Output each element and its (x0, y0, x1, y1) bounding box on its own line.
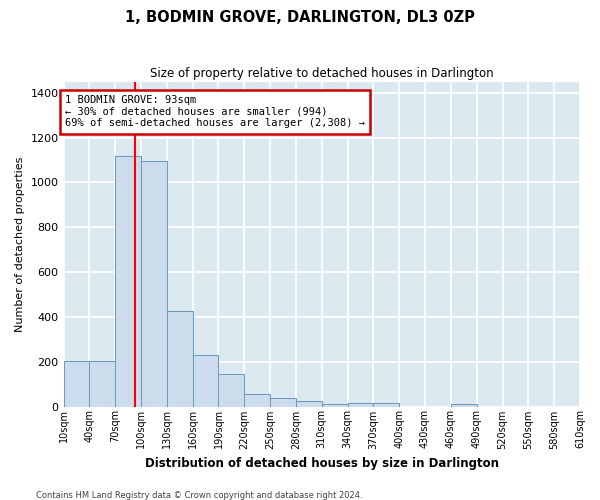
Bar (322, 404, 347, 406)
Bar (141, 161, 167, 406)
Bar (373, 403, 399, 406)
Text: 1, BODMIN GROVE, DARLINGTON, DL3 0ZP: 1, BODMIN GROVE, DARLINGTON, DL3 0ZP (125, 10, 475, 25)
Bar (64, 360, 89, 406)
Bar (244, 394, 270, 406)
Bar (115, 156, 141, 406)
Bar (296, 401, 322, 406)
Bar (193, 355, 218, 406)
Bar (322, 404, 347, 406)
Title: Size of property relative to detached houses in Darlington: Size of property relative to detached ho… (150, 68, 494, 80)
Bar (270, 398, 296, 406)
Bar (167, 312, 193, 406)
Bar (115, 156, 141, 406)
Bar (193, 355, 218, 406)
Bar (64, 360, 89, 406)
Bar (451, 404, 477, 406)
Bar (218, 374, 244, 406)
Bar (218, 374, 244, 406)
Bar (347, 403, 373, 406)
Bar (373, 403, 399, 406)
Bar (270, 398, 296, 406)
Bar (244, 394, 270, 406)
Bar (451, 404, 477, 406)
Y-axis label: Number of detached properties: Number of detached properties (15, 156, 25, 332)
Bar (89, 360, 115, 406)
Bar (141, 161, 167, 406)
Bar (347, 403, 373, 406)
Text: 1 BODMIN GROVE: 93sqm
← 30% of detached houses are smaller (994)
69% of semi-det: 1 BODMIN GROVE: 93sqm ← 30% of detached … (65, 95, 365, 128)
X-axis label: Distribution of detached houses by size in Darlington: Distribution of detached houses by size … (145, 457, 499, 470)
Bar (296, 401, 322, 406)
Bar (167, 312, 193, 406)
Bar (89, 360, 115, 406)
Text: Contains HM Land Registry data © Crown copyright and database right 2024.: Contains HM Land Registry data © Crown c… (36, 490, 362, 500)
